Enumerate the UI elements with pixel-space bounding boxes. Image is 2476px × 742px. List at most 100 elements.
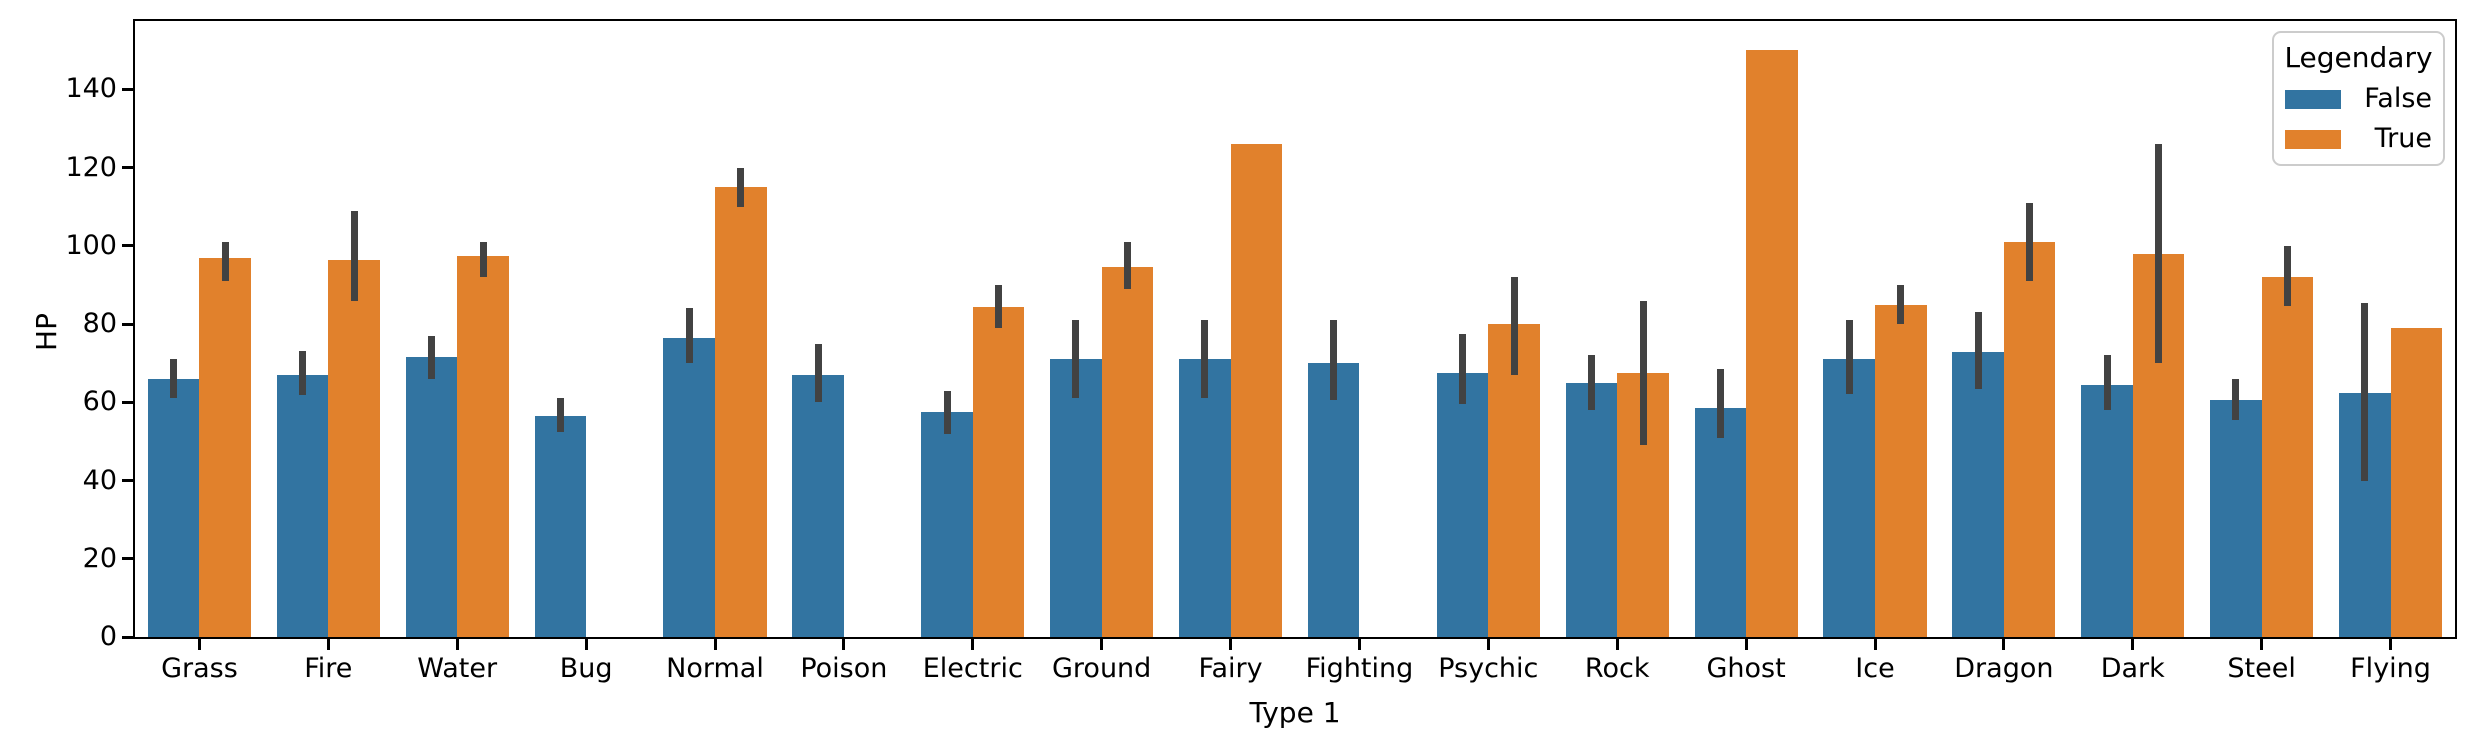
- x-axis-tick: [1744, 639, 1748, 650]
- bar-true-normal: [715, 187, 767, 637]
- x-axis-tick-label: Poison: [800, 653, 888, 684]
- error-bar-false-dragon: [1974, 312, 1982, 389]
- x-axis-tick-label: Dark: [2100, 653, 2165, 684]
- legend-title: Legendary: [2284, 41, 2433, 74]
- error-bar-false-dark: [2103, 355, 2111, 411]
- bar-true-steel: [2261, 277, 2314, 637]
- x-axis-tick: [842, 639, 846, 650]
- x-axis-tick-label: Ghost: [1706, 653, 1786, 684]
- y-axis-tick-label: 40: [82, 464, 117, 496]
- x-axis-tick: [2260, 639, 2264, 650]
- legend-swatch-true: [2285, 129, 2341, 149]
- bar-true-ghost: [1746, 50, 1798, 637]
- x-axis-tick: [1873, 639, 1877, 650]
- error-bar-false-ice: [1845, 320, 1853, 395]
- legend-entry-false: False: [2285, 84, 2432, 114]
- x-axis-tick-label: Fairy: [1198, 653, 1263, 684]
- bar-false-electric: [921, 412, 973, 637]
- y-axis-tick: [122, 166, 133, 170]
- error-bar-false-ghost: [1716, 369, 1724, 438]
- bar-false-dark: [2081, 384, 2133, 637]
- error-bar-false-flying: [2361, 302, 2369, 481]
- x-axis-tick-label: Ice: [1855, 653, 1895, 684]
- error-bar-false-ground: [1072, 320, 1080, 399]
- bar-true-flying: [2390, 328, 2443, 637]
- x-axis-tick: [584, 639, 588, 650]
- bar-false-normal: [663, 337, 715, 637]
- bar-false-psychic: [1436, 373, 1489, 637]
- bar-true-ground: [1101, 267, 1154, 637]
- x-axis-tick: [2002, 639, 2006, 650]
- bar-true-fairy: [1230, 144, 1283, 637]
- bar-false-ground: [1050, 359, 1102, 637]
- bar-true-ice: [1875, 304, 1927, 637]
- error-bar-true-fire: [350, 210, 358, 301]
- y-axis-tick-label: 120: [65, 151, 117, 183]
- error-bar-false-rock: [1587, 355, 1595, 411]
- error-bar-true-electric: [995, 285, 1003, 329]
- y-axis-tick-label: 100: [65, 229, 117, 261]
- x-axis-tick: [1229, 639, 1233, 650]
- error-bar-false-water: [427, 335, 435, 379]
- plot-area: Type 1 0 20 40 60 80 100 120 140 Grass Fire Water B…: [65, 19, 2457, 729]
- error-bar-false-grass: [170, 359, 178, 399]
- error-bar-true-psychic: [1510, 277, 1518, 375]
- bar-false-poison: [792, 374, 844, 637]
- error-bar-false-steel: [2232, 378, 2240, 420]
- x-axis-tick-label: Normal: [666, 653, 764, 684]
- y-axis-tick: [122, 244, 133, 248]
- x-axis-tick: [455, 639, 459, 650]
- error-bar-false-psychic: [1459, 333, 1467, 405]
- x-axis-tick-label: Ground: [1052, 653, 1152, 684]
- x-axis-tick-label: Flying: [2350, 653, 2431, 684]
- x-axis-tick-label: Dragon: [1954, 653, 2054, 684]
- y-axis-tick: [122, 87, 133, 91]
- y-axis-tick-label: 0: [99, 621, 117, 652]
- bar-false-rock: [1565, 382, 1618, 637]
- x-axis-tick-label: Rock: [1584, 653, 1650, 684]
- legend-label-true: True: [2374, 123, 2432, 154]
- bar-true-grass: [199, 257, 251, 637]
- error-bar-false-bug: [556, 398, 564, 432]
- x-axis-tick: [2131, 639, 2135, 650]
- error-bar-true-normal: [737, 167, 745, 207]
- x-axis-tick-label: Electric: [922, 653, 1023, 684]
- x-axis-tick: [1100, 639, 1104, 650]
- bar-false-dragon: [1952, 351, 2004, 637]
- error-bar-true-water: [479, 241, 487, 278]
- bar-false-grass: [147, 378, 200, 637]
- error-bar-true-rock: [1639, 300, 1647, 446]
- x-axis-tick-label: Steel: [2227, 653, 2296, 684]
- x-axis-tick: [197, 639, 201, 650]
- bar-true-electric: [972, 306, 1025, 637]
- x-axis-tick: [971, 639, 975, 650]
- y-axis-tick-label: 80: [82, 308, 117, 340]
- y-axis-tick-label: 140: [65, 73, 117, 105]
- error-bar-false-fighting: [1330, 320, 1338, 401]
- y-axis-tick: [122, 557, 133, 561]
- bar-true-dragon: [2003, 241, 2056, 637]
- x-axis-label: Type 1: [1249, 696, 1341, 729]
- y-axis-tick: [122, 635, 133, 639]
- x-axis-tick: [1615, 639, 1619, 650]
- y-axis-tick-label: 60: [82, 386, 117, 418]
- bar-false-ghost: [1694, 408, 1747, 637]
- y-axis-tick: [122, 322, 133, 326]
- error-bar-true-dragon: [2026, 202, 2034, 282]
- y-axis-tick: [122, 400, 133, 404]
- x-axis-tick-label: Water: [417, 653, 498, 684]
- x-axis-tick-label: Fire: [304, 653, 353, 684]
- x-axis-tick: [326, 639, 330, 650]
- bar-false-ice: [1823, 359, 1875, 637]
- error-bar-false-fairy: [1201, 320, 1209, 399]
- bar-false-fire: [276, 374, 329, 637]
- bar-false-bug: [534, 416, 587, 637]
- legend-entry-true: True: [2285, 124, 2432, 154]
- x-axis-tick: [2389, 639, 2393, 650]
- bar-true-water: [457, 255, 509, 637]
- error-bar-false-poison: [814, 343, 822, 403]
- x-axis-tick-label: Grass: [161, 653, 238, 684]
- x-axis-tick: [1486, 639, 1490, 650]
- x-axis-tick-label: Fighting: [1305, 653, 1414, 684]
